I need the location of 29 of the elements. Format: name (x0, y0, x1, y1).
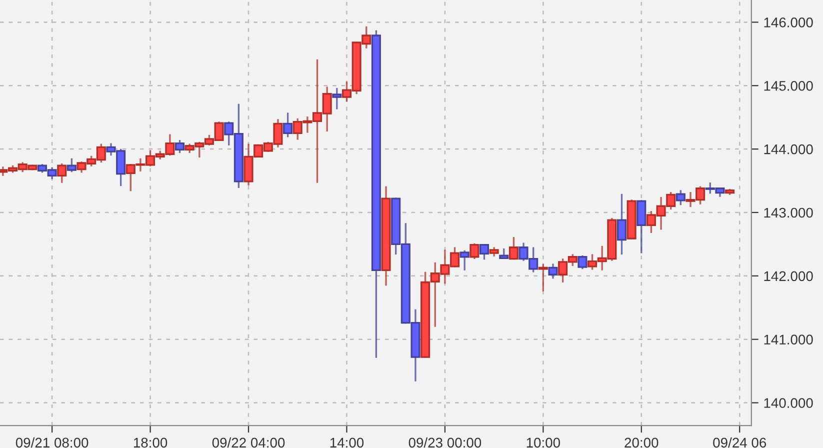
x-tick-label: 09/23 00:00 (408, 437, 482, 448)
x-tick-label: 10:00 (526, 438, 560, 448)
x-tick-label: 18:00 (134, 438, 168, 448)
x-tick-label: 09/24 06 (713, 437, 766, 448)
y-tick-label: 140.000 (764, 398, 813, 408)
candlestick (538, 264, 548, 292)
candlestick (332, 88, 342, 110)
candlestick (470, 243, 480, 259)
candlestick (283, 112, 293, 138)
x-tick-label: 20:00 (624, 438, 658, 448)
y-tick-label: 141.000 (764, 334, 813, 345)
y-tick-label: 143.000 (764, 208, 813, 218)
x-tick-label: 14:00 (330, 438, 364, 448)
candlestick (616, 194, 627, 255)
x-tick-label: 09/22 04:00 (212, 437, 285, 448)
candlestick (57, 163, 67, 183)
candlestick (66, 158, 76, 172)
x-tick-label: 09/21 08:00 (16, 437, 88, 448)
candlestick (174, 140, 185, 154)
y-tick-label: 142.000 (764, 271, 813, 282)
candlestick (479, 244, 489, 260)
y-tick-label: 144.000 (764, 144, 813, 154)
candlestick (508, 237, 518, 260)
candlestick (676, 190, 686, 206)
candlestick (460, 250, 470, 270)
candlestick (548, 264, 558, 279)
y-tick-label: 145.000 (764, 80, 813, 91)
candlestick (578, 255, 588, 270)
y-tick-label: 146.000 (764, 18, 813, 28)
